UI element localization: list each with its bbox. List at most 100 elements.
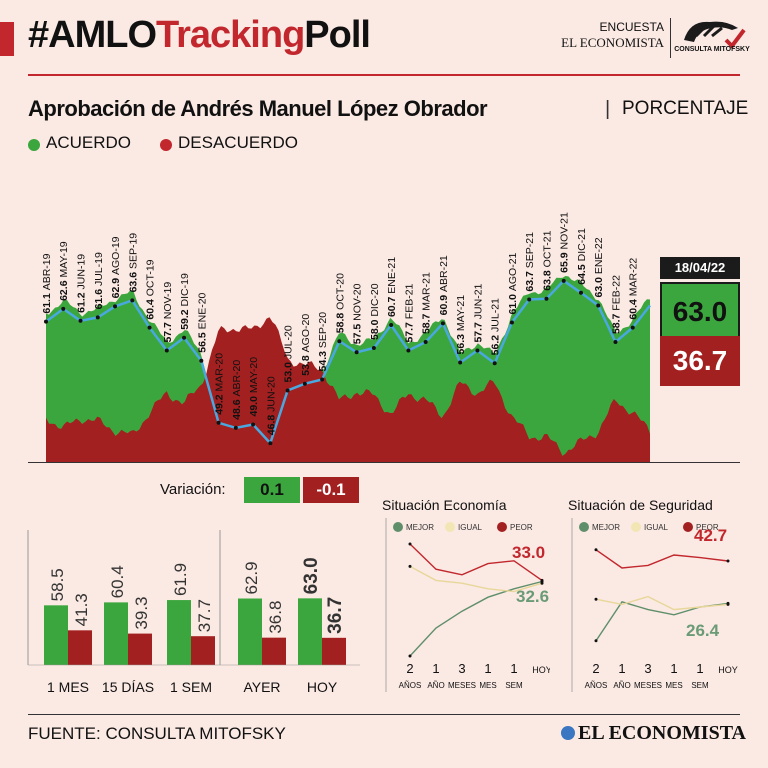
approval-point bbox=[423, 340, 428, 345]
approval-point-label: 60.9 ABR-21 bbox=[438, 255, 450, 315]
title-separator: | bbox=[605, 98, 611, 120]
legend-peor-dot bbox=[497, 522, 507, 532]
approval-trend-line bbox=[44, 278, 651, 446]
bar-category-label: AYER bbox=[243, 679, 280, 695]
legend-mejor-label: MEJOR bbox=[406, 523, 434, 532]
bar-desacuerdo-label: 41.3 bbox=[72, 593, 91, 626]
legend-desacuerdo-label: DESACUERDO bbox=[178, 133, 298, 152]
x-tick-sublabel: AÑO bbox=[427, 681, 444, 690]
approval-point bbox=[527, 297, 532, 302]
bar-desacuerdo bbox=[68, 630, 92, 665]
title-unit: PORCENTAJE bbox=[622, 98, 749, 119]
x-tick-label: 1 bbox=[670, 661, 677, 676]
legend-igual-dot bbox=[631, 522, 641, 532]
approval-point bbox=[285, 388, 290, 393]
footer-rule bbox=[28, 714, 740, 715]
legend-desacuerdo-dot bbox=[160, 139, 172, 151]
x-tick-label: HOY bbox=[532, 665, 550, 675]
bar-acuerdo bbox=[104, 602, 128, 665]
bar-category-label: 15 DÍAS bbox=[102, 679, 154, 695]
legend-mejor-dot bbox=[579, 522, 589, 532]
bar-desacuerdo-label: 39.3 bbox=[132, 596, 151, 629]
approval-point-label: 54.3 SEP-20 bbox=[317, 312, 329, 372]
approval-point-label: 60.7 ENE-21 bbox=[386, 257, 398, 317]
peor-value-label: 42.7 bbox=[694, 526, 727, 545]
approval-point bbox=[492, 361, 497, 366]
bar-acuerdo bbox=[44, 605, 68, 665]
x-tick-sublabel: SEM bbox=[691, 681, 709, 690]
approval-point-label: 60.4 MAR-22 bbox=[628, 258, 640, 320]
approval-point-label: 62.6 MAY-19 bbox=[58, 241, 70, 301]
approval-point bbox=[337, 339, 342, 344]
series-end-point bbox=[726, 559, 730, 563]
legend-mejor-label: MEJOR bbox=[592, 523, 620, 532]
approval-point-label: 57.7 FEB-21 bbox=[403, 283, 415, 342]
approval-point bbox=[95, 315, 100, 320]
approval-point bbox=[130, 298, 135, 303]
x-tick-sublabel: MES bbox=[665, 681, 682, 690]
approval-point-labels: 61.1 ABR-19 62.6 MAY-19 61.2 JUN-19 61.6 JU… bbox=[41, 212, 640, 435]
approval-point bbox=[302, 381, 307, 386]
approval-point-label: 63.0 ENE-22 bbox=[593, 237, 605, 297]
series-start-point bbox=[594, 548, 598, 552]
bar-desacuerdo bbox=[322, 637, 346, 665]
legend-acuerdo-dot bbox=[28, 139, 40, 151]
approval-point-label: 46.8 JUN-20 bbox=[265, 376, 277, 435]
x-tick-label: 1 bbox=[696, 661, 703, 676]
approval-point-label: 63.6 SEP-19 bbox=[127, 233, 139, 293]
approval-point bbox=[578, 290, 583, 295]
approval-point-label: 56.2 JUL-21 bbox=[490, 298, 502, 355]
approval-point-label: 58.7 FEB-22 bbox=[610, 275, 622, 334]
approval-point-label: 56.3 MAY-21 bbox=[455, 295, 467, 355]
series-end-point bbox=[540, 581, 544, 585]
series-end-point bbox=[540, 578, 544, 582]
bar-acuerdo bbox=[167, 600, 191, 665]
bar-acuerdo bbox=[298, 598, 322, 665]
x-tick-sublabel: AÑOS bbox=[399, 681, 422, 690]
approval-point-label: 57.7 JUN-21 bbox=[472, 283, 484, 342]
legend-igual-dot bbox=[445, 522, 455, 532]
approval-point bbox=[440, 321, 445, 326]
bar-desacuerdo-label: 37.7 bbox=[195, 599, 214, 632]
hashtag-title: #AMLOTrackingPoll bbox=[28, 14, 371, 57]
x-tick-label: 2 bbox=[406, 661, 413, 676]
approval-point bbox=[147, 325, 152, 330]
brand-encuesta: ENCUESTA bbox=[599, 20, 664, 34]
approval-point-label: 64.5 DIC-21 bbox=[576, 228, 588, 285]
approval-point-label: 58.7 MAR-21 bbox=[421, 272, 433, 334]
series-peor-line bbox=[595, 549, 729, 569]
bar-acuerdo-label: 61.9 bbox=[171, 563, 190, 596]
page-title: Aprobación de Andrés Manuel López Obrado… bbox=[28, 96, 488, 121]
approval-point-label: 61.1 ABR-19 bbox=[41, 253, 53, 313]
approval-point-label: 49.0 MAY-20 bbox=[248, 357, 260, 417]
variacion-label: Variación: bbox=[160, 481, 226, 498]
mitofsky-logo-icon bbox=[684, 21, 746, 50]
approval-point bbox=[544, 296, 549, 301]
bar-acuerdo-label: 62.9 bbox=[242, 561, 261, 594]
approval-point-label: 65.9 NOV-21 bbox=[559, 212, 571, 273]
series-mejor-line bbox=[409, 580, 543, 657]
period-comparison-bars: 58.5 41.3 1 MES 60.4 39.3 15 DÍAS 61.9 37.7 1 SE… bbox=[27, 530, 360, 695]
approval-line bbox=[45, 279, 651, 446]
hashtag-prefix: #AMLO bbox=[28, 14, 157, 56]
series-igual-line bbox=[595, 595, 729, 611]
mini-chart-title: Situación Economía bbox=[382, 497, 507, 513]
approval-point-label: 62.9 AGO-19 bbox=[110, 236, 122, 298]
approval-point bbox=[561, 278, 566, 283]
approval-area-chart: 61.1 ABR-19 62.6 MAY-19 61.2 JUN-19 61.6 JU… bbox=[41, 212, 651, 462]
bar-category-label: HOY bbox=[307, 679, 338, 695]
series-end-point bbox=[726, 602, 730, 606]
desacuerdo-area-layer bbox=[46, 317, 650, 462]
bar-acuerdo-label: 60.4 bbox=[108, 565, 127, 598]
approval-point bbox=[371, 346, 376, 350]
x-tick-label: 2 bbox=[592, 661, 599, 676]
approval-point bbox=[320, 377, 325, 382]
series-start-point bbox=[408, 564, 412, 568]
bar-desacuerdo bbox=[128, 633, 152, 665]
section-rule bbox=[28, 462, 740, 463]
legend-peor-label: PEOR bbox=[510, 523, 533, 532]
approval-point bbox=[509, 320, 514, 325]
approval-point bbox=[113, 304, 118, 309]
legend-peor-label: PEOR bbox=[696, 523, 719, 532]
approval-point-label: 56.5 ENE-20 bbox=[196, 292, 208, 352]
